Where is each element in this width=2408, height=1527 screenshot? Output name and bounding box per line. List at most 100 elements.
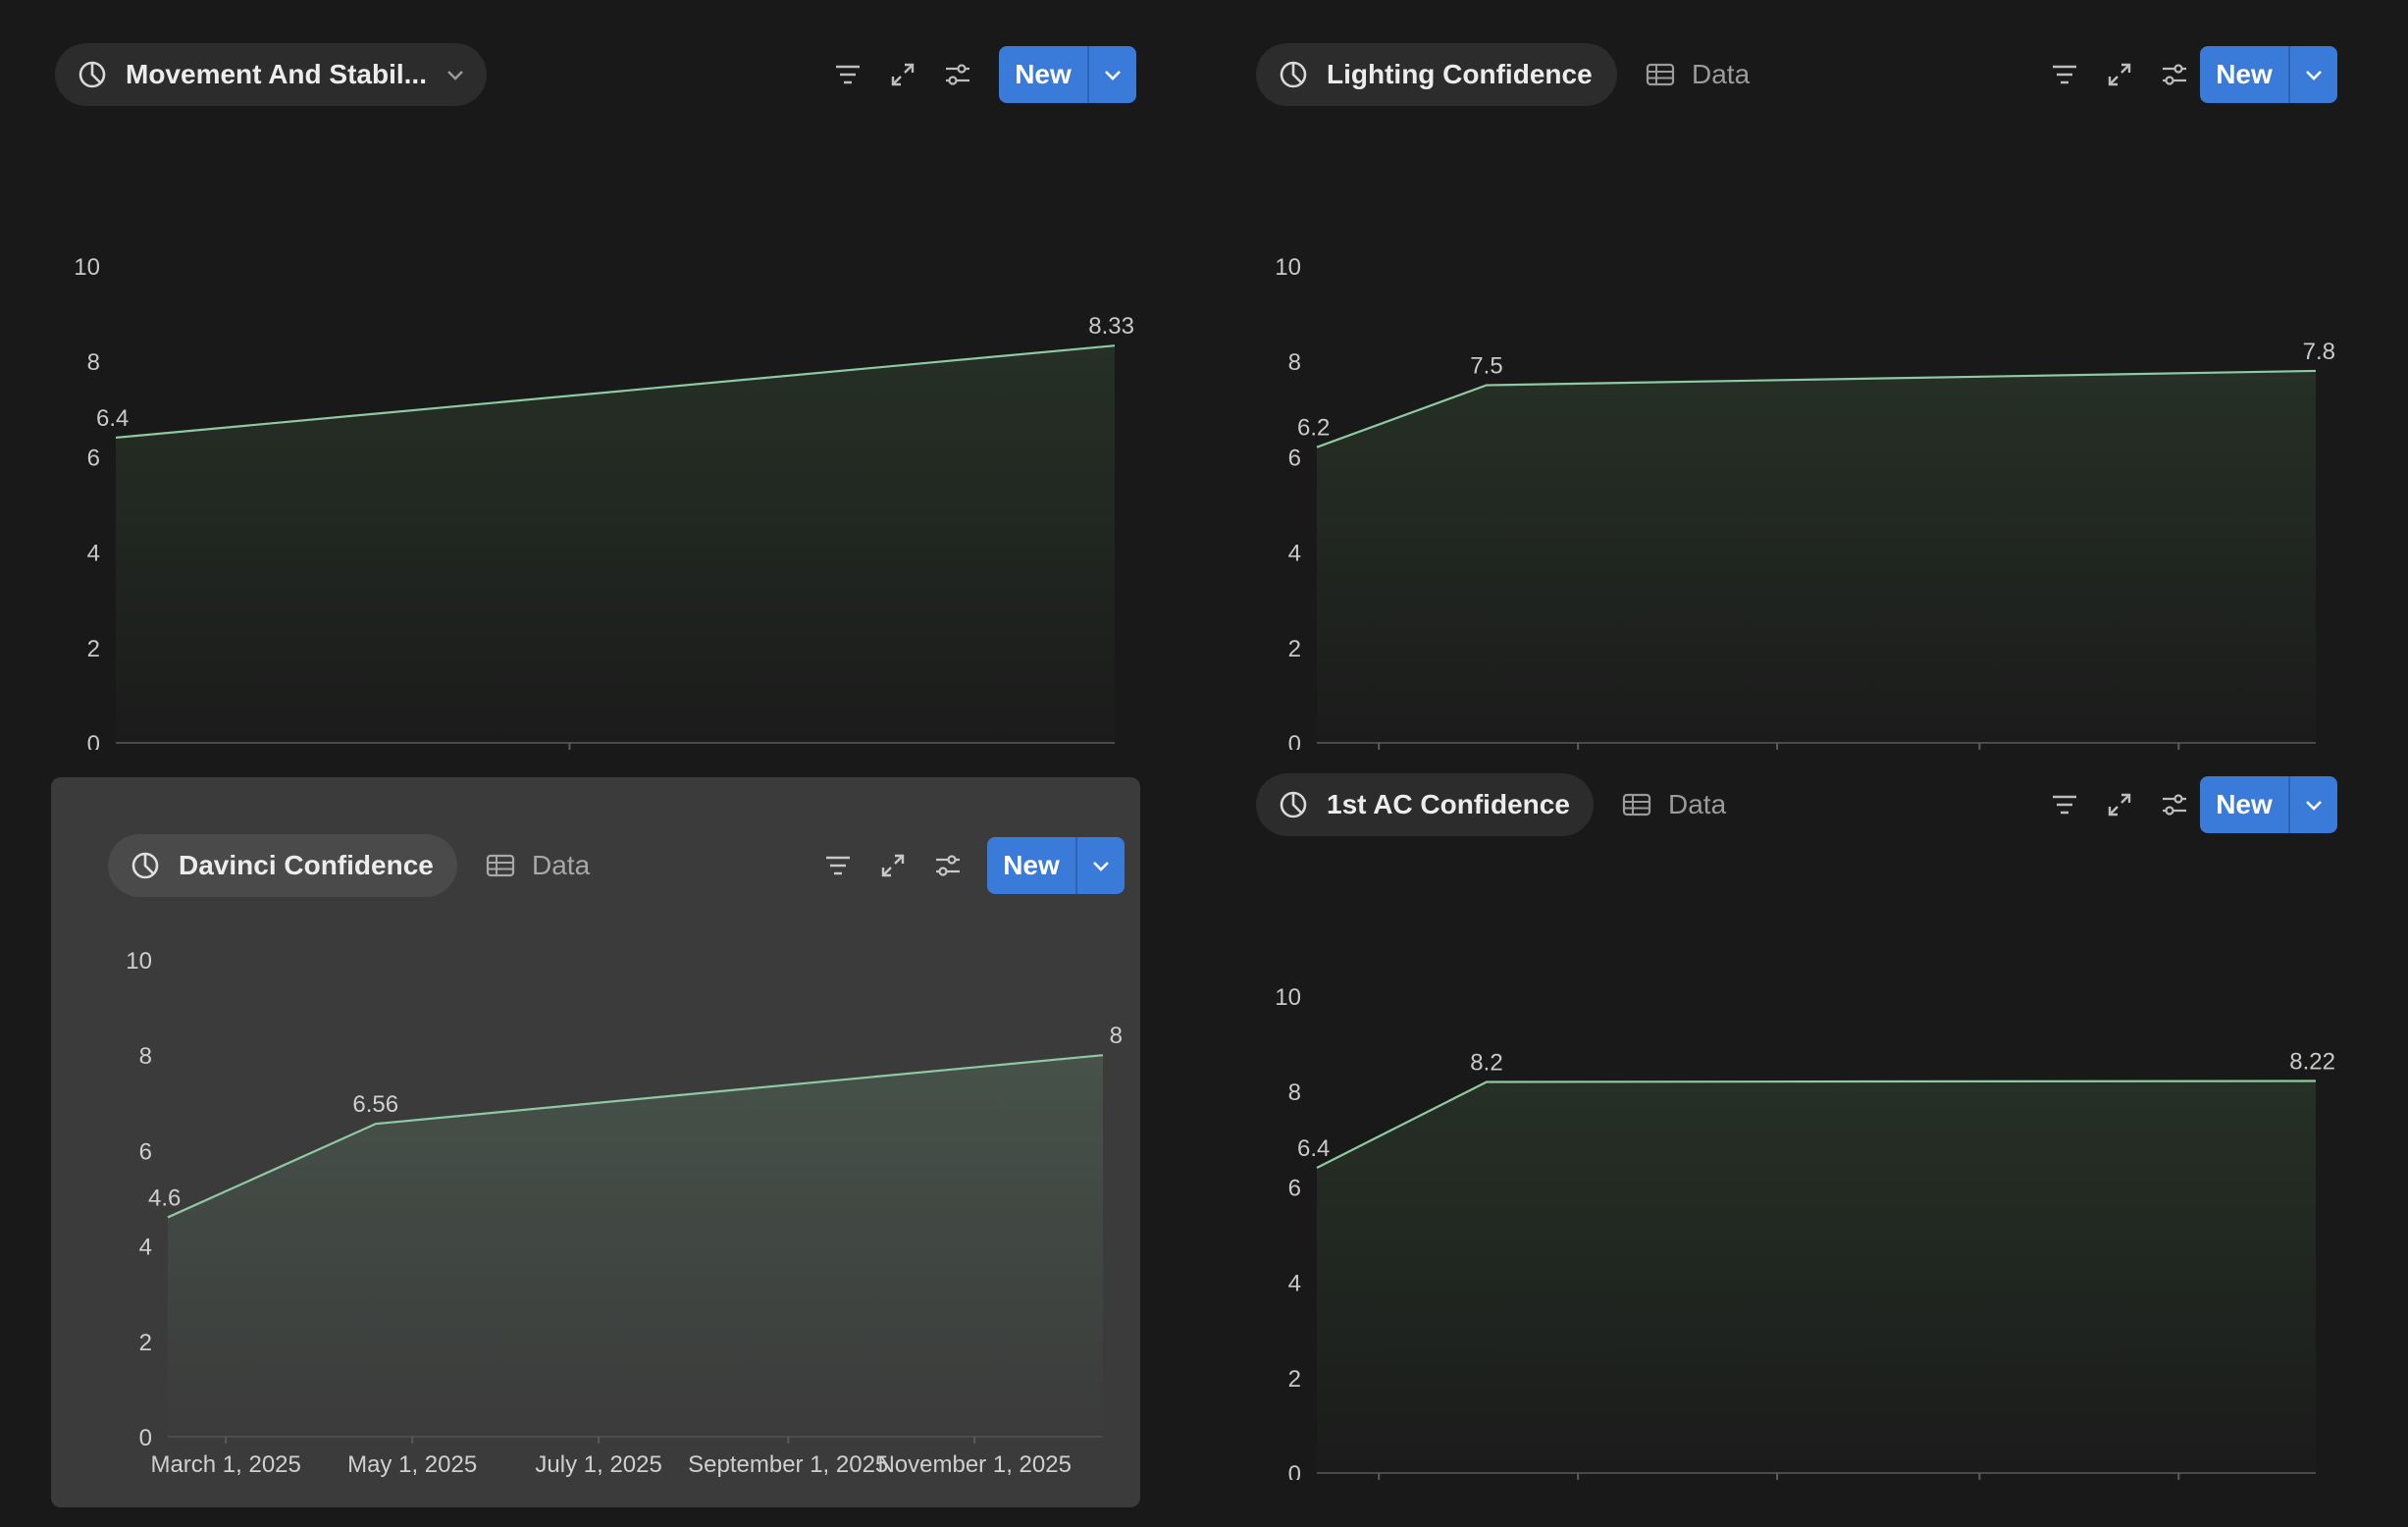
y-tick-label: 4 <box>139 1235 152 1261</box>
line-chart-movement: 0246810July 2, 20256.48.33 <box>74 254 1134 750</box>
view-selector-movement[interactable]: Movement And Stabil... <box>55 43 487 106</box>
new-button-label[interactable]: New <box>2200 776 2290 833</box>
data-label: 4.6 <box>148 1185 181 1211</box>
data-tab[interactable]: Data <box>485 834 590 897</box>
data-tab-label: Data <box>1692 59 1751 89</box>
x-tick-label: November 1, 2025 <box>877 1451 1071 1478</box>
view-selector-firstac[interactable]: 1st AC Confidence <box>1256 773 1594 836</box>
chevron-down-icon <box>2306 71 2322 80</box>
settings-sliders-icon[interactable] <box>932 850 964 881</box>
filter-icon[interactable] <box>822 850 854 881</box>
settings-sliders-icon[interactable] <box>2159 59 2190 90</box>
y-tick-label: 6 <box>1288 445 1301 471</box>
pie-chart-icon <box>1280 791 1307 818</box>
pie-chart-icon <box>131 852 159 879</box>
y-tick-label: 4 <box>1288 1271 1301 1297</box>
view-selector-davinci[interactable]: Davinci Confidence <box>108 834 457 897</box>
y-tick-label: 10 <box>1275 984 1301 1011</box>
chevron-down-icon <box>1105 71 1121 80</box>
y-tick-label: 6 <box>1288 1175 1301 1201</box>
y-tick-label: 8 <box>1288 349 1301 376</box>
new-dropdown-button[interactable] <box>2290 46 2337 103</box>
filter-icon[interactable] <box>2049 789 2080 820</box>
chart-panel-lighting: Lighting Confidence Data New 0246810Marc… <box>1256 43 2353 750</box>
data-label: 6.2 <box>1297 415 1330 442</box>
area-fill <box>168 1055 1103 1437</box>
data-tab[interactable]: Data <box>1645 43 1750 106</box>
area-fill <box>1317 370 2316 743</box>
data-label: 7.8 <box>2303 339 2335 365</box>
new-button: New <box>2200 776 2337 833</box>
y-tick-label: 0 <box>1288 731 1301 750</box>
data-tab-label: Data <box>1668 789 1727 819</box>
data-label: 7.5 <box>1470 353 1502 380</box>
view-title: 1st AC Confidence <box>1327 789 1570 819</box>
data-tab-label: Data <box>532 850 591 880</box>
y-tick-label: 8 <box>139 1043 152 1070</box>
pie-chart-icon <box>1280 61 1307 88</box>
data-label: 8.2 <box>1470 1049 1502 1076</box>
chart-panel-movement: Movement And Stabil... New 0246810July 2… <box>55 43 1136 750</box>
view-title: Movement And Stabil... <box>126 59 427 89</box>
data-label: 6.4 <box>1297 1135 1330 1162</box>
area-fill <box>1317 1080 2316 1473</box>
new-button-label[interactable]: New <box>999 46 1089 103</box>
chevron-down-icon <box>2306 801 2322 811</box>
new-button: New <box>999 46 1136 103</box>
filter-icon[interactable] <box>2049 59 2080 90</box>
view-title: Lighting Confidence <box>1327 59 1593 89</box>
line-chart-davinci: 0 2 4 6 8 10 March 1, 2025 May 1, 2025 July 1, 2… <box>126 948 1123 1478</box>
settings-sliders-icon[interactable] <box>2159 789 2190 820</box>
expand-icon[interactable] <box>2104 789 2135 820</box>
data-label: 8.33 <box>1088 313 1134 340</box>
expand-icon[interactable] <box>887 59 918 90</box>
chevron-down-icon <box>1093 862 1109 871</box>
chevron-down-icon[interactable] <box>445 64 466 85</box>
x-tick-label: March 1, 2025 <box>150 1451 300 1478</box>
x-tick-label: September 1, 2025 <box>688 1451 888 1478</box>
y-tick-label: 2 <box>87 636 100 662</box>
data-label: 8 <box>1110 1023 1123 1049</box>
settings-sliders-icon[interactable] <box>942 59 973 90</box>
table-icon <box>1646 63 1675 86</box>
filter-icon[interactable] <box>832 59 864 90</box>
new-button-label[interactable]: New <box>2200 46 2290 103</box>
y-tick-label: 0 <box>139 1425 152 1451</box>
table-icon <box>1622 793 1651 816</box>
y-tick-label: 6 <box>87 445 100 471</box>
new-button-label[interactable]: New <box>987 837 1077 894</box>
y-tick-label: 6 <box>139 1138 152 1165</box>
data-label: 6.56 <box>352 1091 398 1118</box>
data-label: 8.22 <box>2289 1049 2335 1076</box>
new-button: New <box>2200 46 2337 103</box>
y-tick-label: 2 <box>1288 636 1301 662</box>
y-tick-label: 0 <box>1288 1461 1301 1480</box>
panel-header: Davinci Confidence Data New <box>108 834 1125 897</box>
area-fill <box>116 345 1115 743</box>
expand-icon[interactable] <box>877 850 909 881</box>
x-tick-label: July 1, 2025 <box>535 1451 661 1478</box>
y-tick-label: 10 <box>1275 254 1301 281</box>
view-selector-lighting[interactable]: Lighting Confidence <box>1256 43 1617 106</box>
series-line <box>1316 1079 2317 1169</box>
data-label: 6.4 <box>96 405 129 432</box>
new-dropdown-button[interactable] <box>1089 46 1136 103</box>
view-title: Davinci Confidence <box>179 850 434 880</box>
new-dropdown-button[interactable] <box>1077 837 1125 894</box>
series-line <box>115 344 1116 440</box>
data-tab[interactable]: Data <box>1621 773 1726 836</box>
y-tick-label: 2 <box>1288 1366 1301 1393</box>
chart-panel-davinci: Davinci Confidence Data New 0 2 4 6 8 10 March… <box>51 777 1140 1507</box>
series-line <box>167 1054 1104 1219</box>
y-tick-label: 4 <box>87 541 100 567</box>
panel-header: Movement And Stabil... New <box>55 43 1136 106</box>
y-tick-label: 2 <box>139 1330 152 1356</box>
expand-icon[interactable] <box>2104 59 2135 90</box>
table-icon <box>486 854 515 877</box>
new-dropdown-button[interactable] <box>2290 776 2337 833</box>
x-tick-label: May 1, 2025 <box>347 1451 477 1478</box>
y-tick-label: 10 <box>74 254 100 281</box>
y-tick-label: 4 <box>1288 541 1301 567</box>
